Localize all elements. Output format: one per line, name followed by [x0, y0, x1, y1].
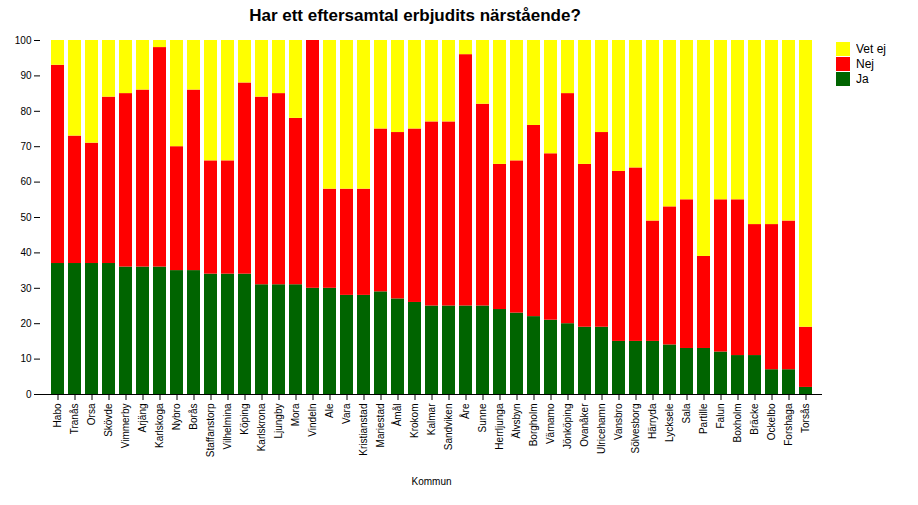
svg-text:Ovanåker: Ovanåker — [579, 403, 590, 447]
svg-text:Karlskoga: Karlskoga — [154, 403, 165, 448]
svg-text:Kommun: Kommun — [411, 476, 451, 487]
svg-text:0: 0 — [26, 389, 32, 400]
svg-text:Åre: Åre — [459, 403, 471, 419]
svg-text:Sölvesborg: Sölvesborg — [630, 404, 641, 454]
svg-text:Åmål: Åmål — [391, 404, 403, 427]
svg-text:Kristianstad: Kristianstad — [358, 404, 369, 456]
svg-text:Jönköping: Jönköping — [562, 404, 573, 450]
svg-text:70: 70 — [20, 141, 32, 152]
svg-text:Köping: Köping — [239, 404, 250, 435]
svg-text:Mora: Mora — [290, 403, 301, 426]
svg-text:Vindeln: Vindeln — [307, 404, 318, 437]
html-text:Vet ej: Vet ej — [856, 42, 886, 56]
svg-text:Arjäng: Arjäng — [137, 404, 148, 433]
svg-text:Ale: Ale — [324, 403, 335, 418]
svg-text:Lycksele: Lycksele — [664, 403, 675, 442]
svg-text:Torsås: Torsås — [800, 404, 811, 433]
svg-text:Sandviken: Sandviken — [443, 404, 454, 451]
svg-text:Vara: Vara — [341, 403, 352, 424]
html-text:Har ett eftersamtal erbjudits: Har ett eftersamtal erbjudits närstående… — [249, 6, 581, 25]
svg-text:Nybro: Nybro — [171, 403, 182, 430]
svg-text:Sunne: Sunne — [477, 403, 488, 432]
svg-text:Forshaga: Forshaga — [783, 403, 794, 446]
svg-text:Tranås: Tranås — [69, 404, 80, 435]
html-text:Ja: Ja — [856, 72, 869, 86]
svg-text:Borås: Borås — [188, 404, 199, 430]
svg-text:Bräcke: Bräcke — [749, 403, 760, 435]
svg-text:50: 50 — [20, 212, 32, 223]
svg-text:20: 20 — [20, 318, 32, 329]
svg-text:Ulricehamn: Ulricehamn — [596, 404, 607, 455]
svg-text:Habo: Habo — [52, 403, 63, 427]
svg-text:10: 10 — [20, 353, 32, 364]
svg-text:Vansbro: Vansbro — [613, 403, 624, 440]
svg-text:Staffanstorp: Staffanstorp — [205, 403, 216, 457]
svg-text:Ljungby: Ljungby — [273, 404, 284, 439]
svg-text:40: 40 — [20, 247, 32, 258]
svg-text:Borgholm: Borgholm — [528, 404, 539, 447]
svg-text:Herrljunga: Herrljunga — [494, 403, 505, 450]
svg-text:100: 100 — [15, 35, 32, 46]
svg-text:90: 90 — [20, 70, 32, 81]
svg-text:Älvsbyn: Älvsbyn — [511, 404, 522, 439]
svg-text:Vimmerby: Vimmerby — [120, 404, 131, 449]
svg-text:80: 80 — [20, 106, 32, 117]
svg-text:Vilhelmina: Vilhelmina — [222, 403, 233, 449]
svg-text:Värnamo: Värnamo — [545, 403, 556, 444]
svg-text:Karlskrona: Karlskrona — [256, 403, 267, 451]
svg-text:60: 60 — [20, 176, 32, 187]
svg-text:Ockelbo: Ockelbo — [766, 403, 777, 440]
svg-text:Mariestad: Mariestad — [375, 404, 386, 448]
svg-text:30: 30 — [20, 283, 32, 294]
svg-text:Härryda: Härryda — [647, 403, 658, 439]
svg-text:Krokom: Krokom — [409, 404, 420, 438]
svg-text:Kalmar: Kalmar — [426, 403, 437, 435]
svg-text:Skövde: Skövde — [103, 403, 114, 437]
svg-text:Partille: Partille — [698, 403, 709, 434]
svg-text:Orsa: Orsa — [86, 403, 97, 425]
svg-text:Falun: Falun — [715, 404, 726, 429]
html-text:Nej: Nej — [856, 57, 874, 71]
svg-text:Boxholm: Boxholm — [732, 404, 743, 443]
svg-text:Sala: Sala — [681, 403, 692, 423]
